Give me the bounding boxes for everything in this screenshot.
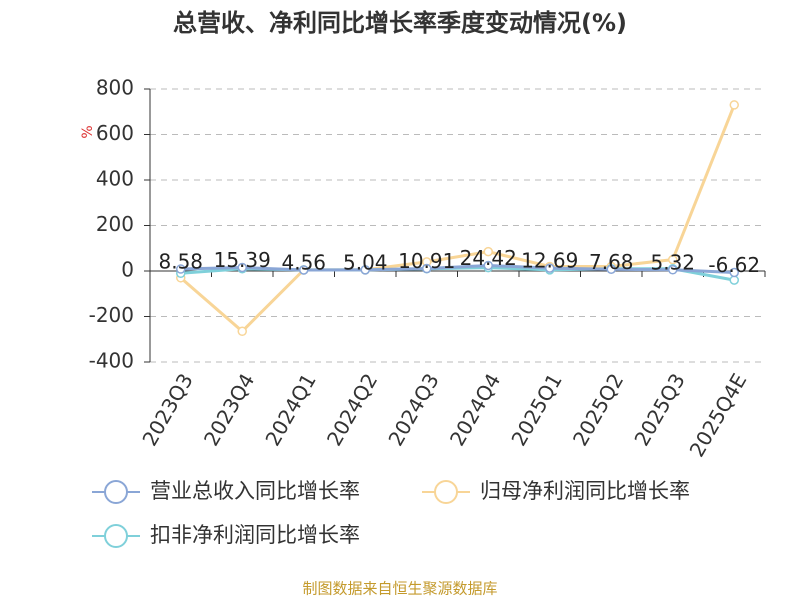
legend-marker[interactable] <box>104 524 128 548</box>
y-tick-label: 0 <box>121 258 134 282</box>
series-line <box>179 104 736 334</box>
source-note: 制图数据来自恒生聚源数据库 <box>302 580 497 598</box>
point <box>606 264 616 275</box>
point <box>422 263 432 274</box>
y-tick-label: 400 <box>96 167 134 191</box>
legend-label[interactable]: 归母净利润同比增长率 <box>480 479 690 503</box>
y-tick-label: 600 <box>96 121 134 145</box>
data-label: 15.39 <box>214 248 271 272</box>
data-label: 10.91 <box>398 249 455 273</box>
x-tick-label: 2023Q4 <box>199 369 259 450</box>
x-tick-label: 2025Q1 <box>506 369 566 450</box>
x-tick-label: 2024Q3 <box>383 369 443 450</box>
point <box>545 263 555 273</box>
data-label: 24.42 <box>460 246 517 270</box>
legend-marker[interactable] <box>104 480 128 504</box>
x-tick-label: 2024Q4 <box>445 369 505 450</box>
chart-title: 总营收、净利同比增长率季度变动情况(%) <box>173 9 627 37</box>
point <box>483 260 493 271</box>
data-label: 5.04 <box>343 250 388 274</box>
y-tick-label: -200 <box>89 303 134 327</box>
point <box>237 326 247 337</box>
point <box>237 262 247 273</box>
y-tick-label: 200 <box>96 212 134 236</box>
y-tick-label: -400 <box>89 349 134 373</box>
point <box>729 275 739 285</box>
point <box>360 265 370 275</box>
point <box>668 254 678 265</box>
legend-label[interactable]: 扣非净利润同比增长率 <box>150 523 360 547</box>
legend-label[interactable]: 营业总收入同比增长率 <box>150 479 360 503</box>
x-tick-label: 2025Q4E <box>685 369 752 461</box>
point <box>729 267 739 278</box>
data-label: 12.69 <box>521 249 578 273</box>
data-label: -6.62 <box>708 253 760 277</box>
point <box>176 264 186 274</box>
data-label: 4.56 <box>281 250 326 274</box>
point <box>729 100 739 110</box>
legend-marker[interactable] <box>434 480 458 504</box>
series-line <box>180 263 735 275</box>
x-tick-label: 2025Q3 <box>629 369 689 450</box>
data-label: 7.68 <box>589 250 634 274</box>
x-tick-label: 2024Q1 <box>260 369 320 450</box>
x-tick-label: 2024Q2 <box>322 369 382 450</box>
y-axis-label: % <box>80 125 96 138</box>
point <box>668 265 678 275</box>
data-label: 8.58 <box>158 250 203 274</box>
x-tick-label: 2025Q2 <box>568 369 628 450</box>
point <box>299 265 309 275</box>
x-tick-label: 2023Q3 <box>137 369 197 450</box>
y-tick-label: 800 <box>96 76 134 100</box>
point <box>483 246 493 257</box>
data-label: 5.32 <box>650 250 695 274</box>
